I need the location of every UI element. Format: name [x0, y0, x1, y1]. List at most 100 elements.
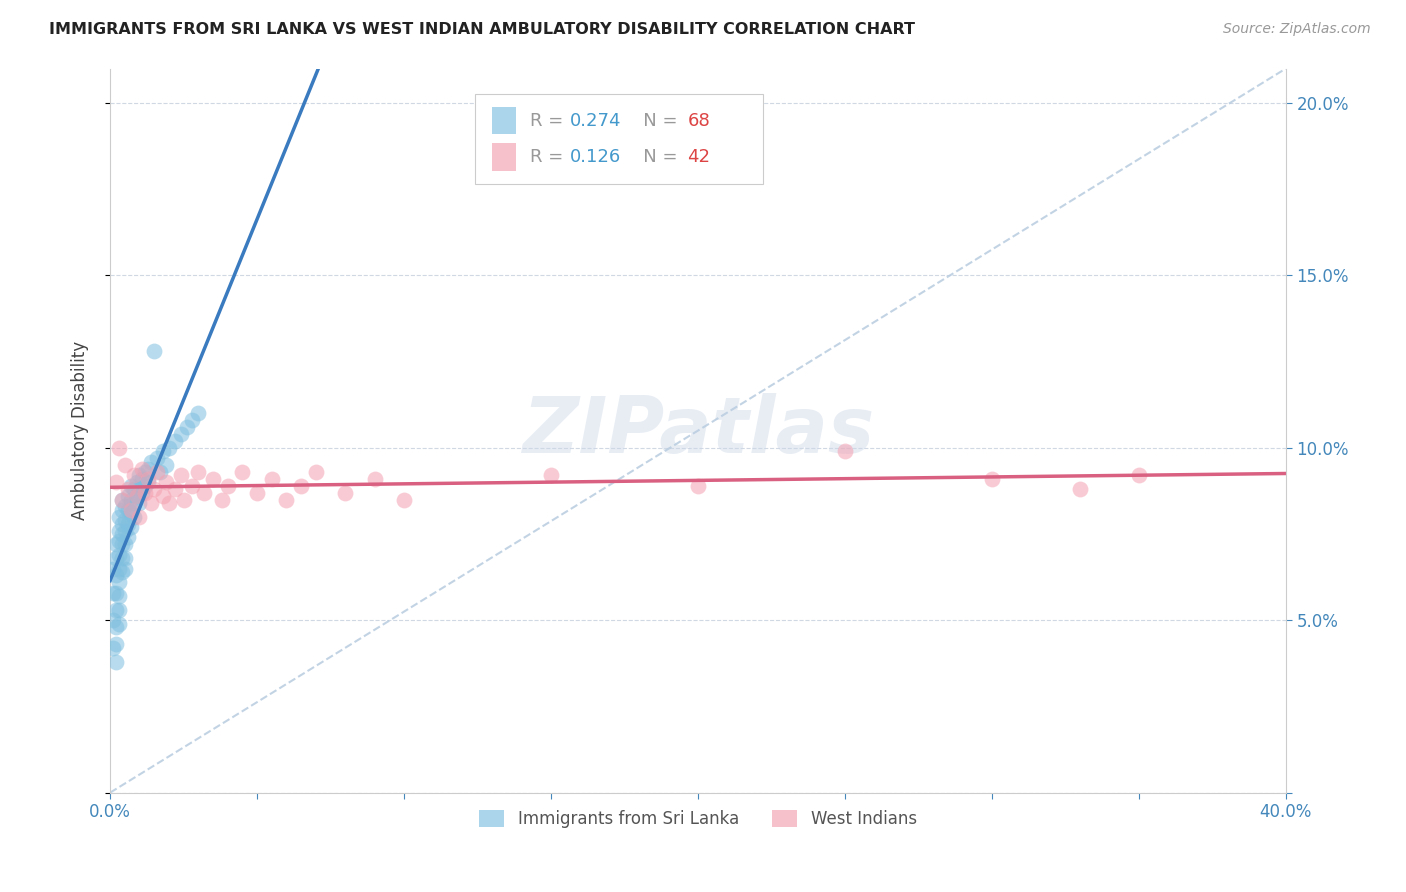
Point [114, 537, 136, 551]
Point [104, 655, 127, 669]
Point [201, 472, 224, 486]
Point [114, 500, 136, 514]
Text: R =: R = [530, 148, 569, 166]
Point [136, 461, 159, 475]
Point [108, 548, 131, 562]
Point [122, 509, 145, 524]
Point [108, 575, 131, 590]
Point [276, 492, 298, 507]
Point [111, 516, 134, 531]
Point [125, 489, 148, 503]
Text: 0.274: 0.274 [569, 112, 621, 129]
Point [111, 527, 134, 541]
Text: 0.126: 0.126 [569, 148, 621, 166]
Point [122, 496, 145, 510]
Point [134, 465, 156, 479]
Point [117, 516, 139, 531]
Point [155, 458, 177, 472]
Point [111, 492, 134, 507]
Point [131, 485, 153, 500]
Point [146, 465, 169, 479]
Point [231, 465, 253, 479]
Point [108, 603, 131, 617]
Point [217, 479, 239, 493]
Point [134, 485, 156, 500]
Point [981, 472, 1004, 486]
Point [152, 444, 174, 458]
Point [104, 603, 127, 617]
Point [108, 533, 131, 548]
Text: Source: ZipAtlas.com: Source: ZipAtlas.com [1223, 22, 1371, 37]
Point [187, 406, 209, 420]
Point [117, 503, 139, 517]
FancyBboxPatch shape [475, 94, 762, 185]
Point [108, 524, 131, 538]
Point [114, 524, 136, 538]
Text: 68: 68 [688, 112, 710, 129]
Point [134, 479, 156, 493]
Point [120, 492, 142, 507]
Point [104, 537, 127, 551]
Text: N =: N = [626, 112, 683, 129]
Point [108, 441, 131, 455]
Point [111, 537, 134, 551]
Point [143, 344, 166, 359]
Text: 42: 42 [688, 148, 710, 166]
Point [114, 513, 136, 527]
Point [1128, 468, 1150, 483]
Point [122, 482, 145, 496]
Point [193, 485, 215, 500]
Point [111, 503, 134, 517]
Point [187, 465, 209, 479]
Point [104, 568, 127, 582]
Point [114, 561, 136, 575]
Point [149, 465, 172, 479]
Point [211, 492, 233, 507]
Point [108, 589, 131, 603]
Point [163, 482, 186, 496]
Point [686, 479, 709, 493]
Point [392, 492, 415, 507]
Point [540, 468, 562, 483]
Point [181, 413, 204, 427]
Point [101, 640, 124, 655]
Text: IMMIGRANTS FROM SRI LANKA VS WEST INDIAN AMBULATORY DISABILITY CORRELATION CHART: IMMIGRANTS FROM SRI LANKA VS WEST INDIAN… [49, 22, 915, 37]
Point [120, 479, 142, 493]
Point [1069, 482, 1091, 496]
Point [136, 475, 159, 490]
Point [169, 427, 191, 442]
Point [128, 496, 150, 510]
Text: N =: N = [626, 148, 683, 166]
Point [117, 489, 139, 503]
Point [114, 551, 136, 566]
Point [108, 509, 131, 524]
Point [131, 461, 153, 475]
Text: ZIPatlas: ZIPatlas [522, 392, 875, 468]
Legend: Immigrants from Sri Lanka, West Indians: Immigrants from Sri Lanka, West Indians [472, 804, 924, 835]
Point [111, 551, 134, 566]
Point [128, 468, 150, 483]
Point [111, 492, 134, 507]
Point [335, 485, 357, 500]
Point [104, 637, 127, 651]
Point [122, 468, 145, 483]
Point [101, 561, 124, 575]
Point [120, 503, 142, 517]
Point [108, 561, 131, 575]
Point [120, 520, 142, 534]
Point [173, 492, 195, 507]
Point [117, 531, 139, 545]
Point [108, 616, 131, 631]
Bar [492, 143, 516, 170]
Point [131, 472, 153, 486]
Point [101, 613, 124, 627]
Point [120, 506, 142, 520]
Point [152, 489, 174, 503]
Point [111, 565, 134, 579]
Point [104, 551, 127, 566]
Point [290, 479, 312, 493]
Point [104, 475, 127, 490]
Point [181, 479, 204, 493]
Y-axis label: Ambulatory Disability: Ambulatory Disability [72, 341, 89, 520]
Text: R =: R = [530, 112, 569, 129]
